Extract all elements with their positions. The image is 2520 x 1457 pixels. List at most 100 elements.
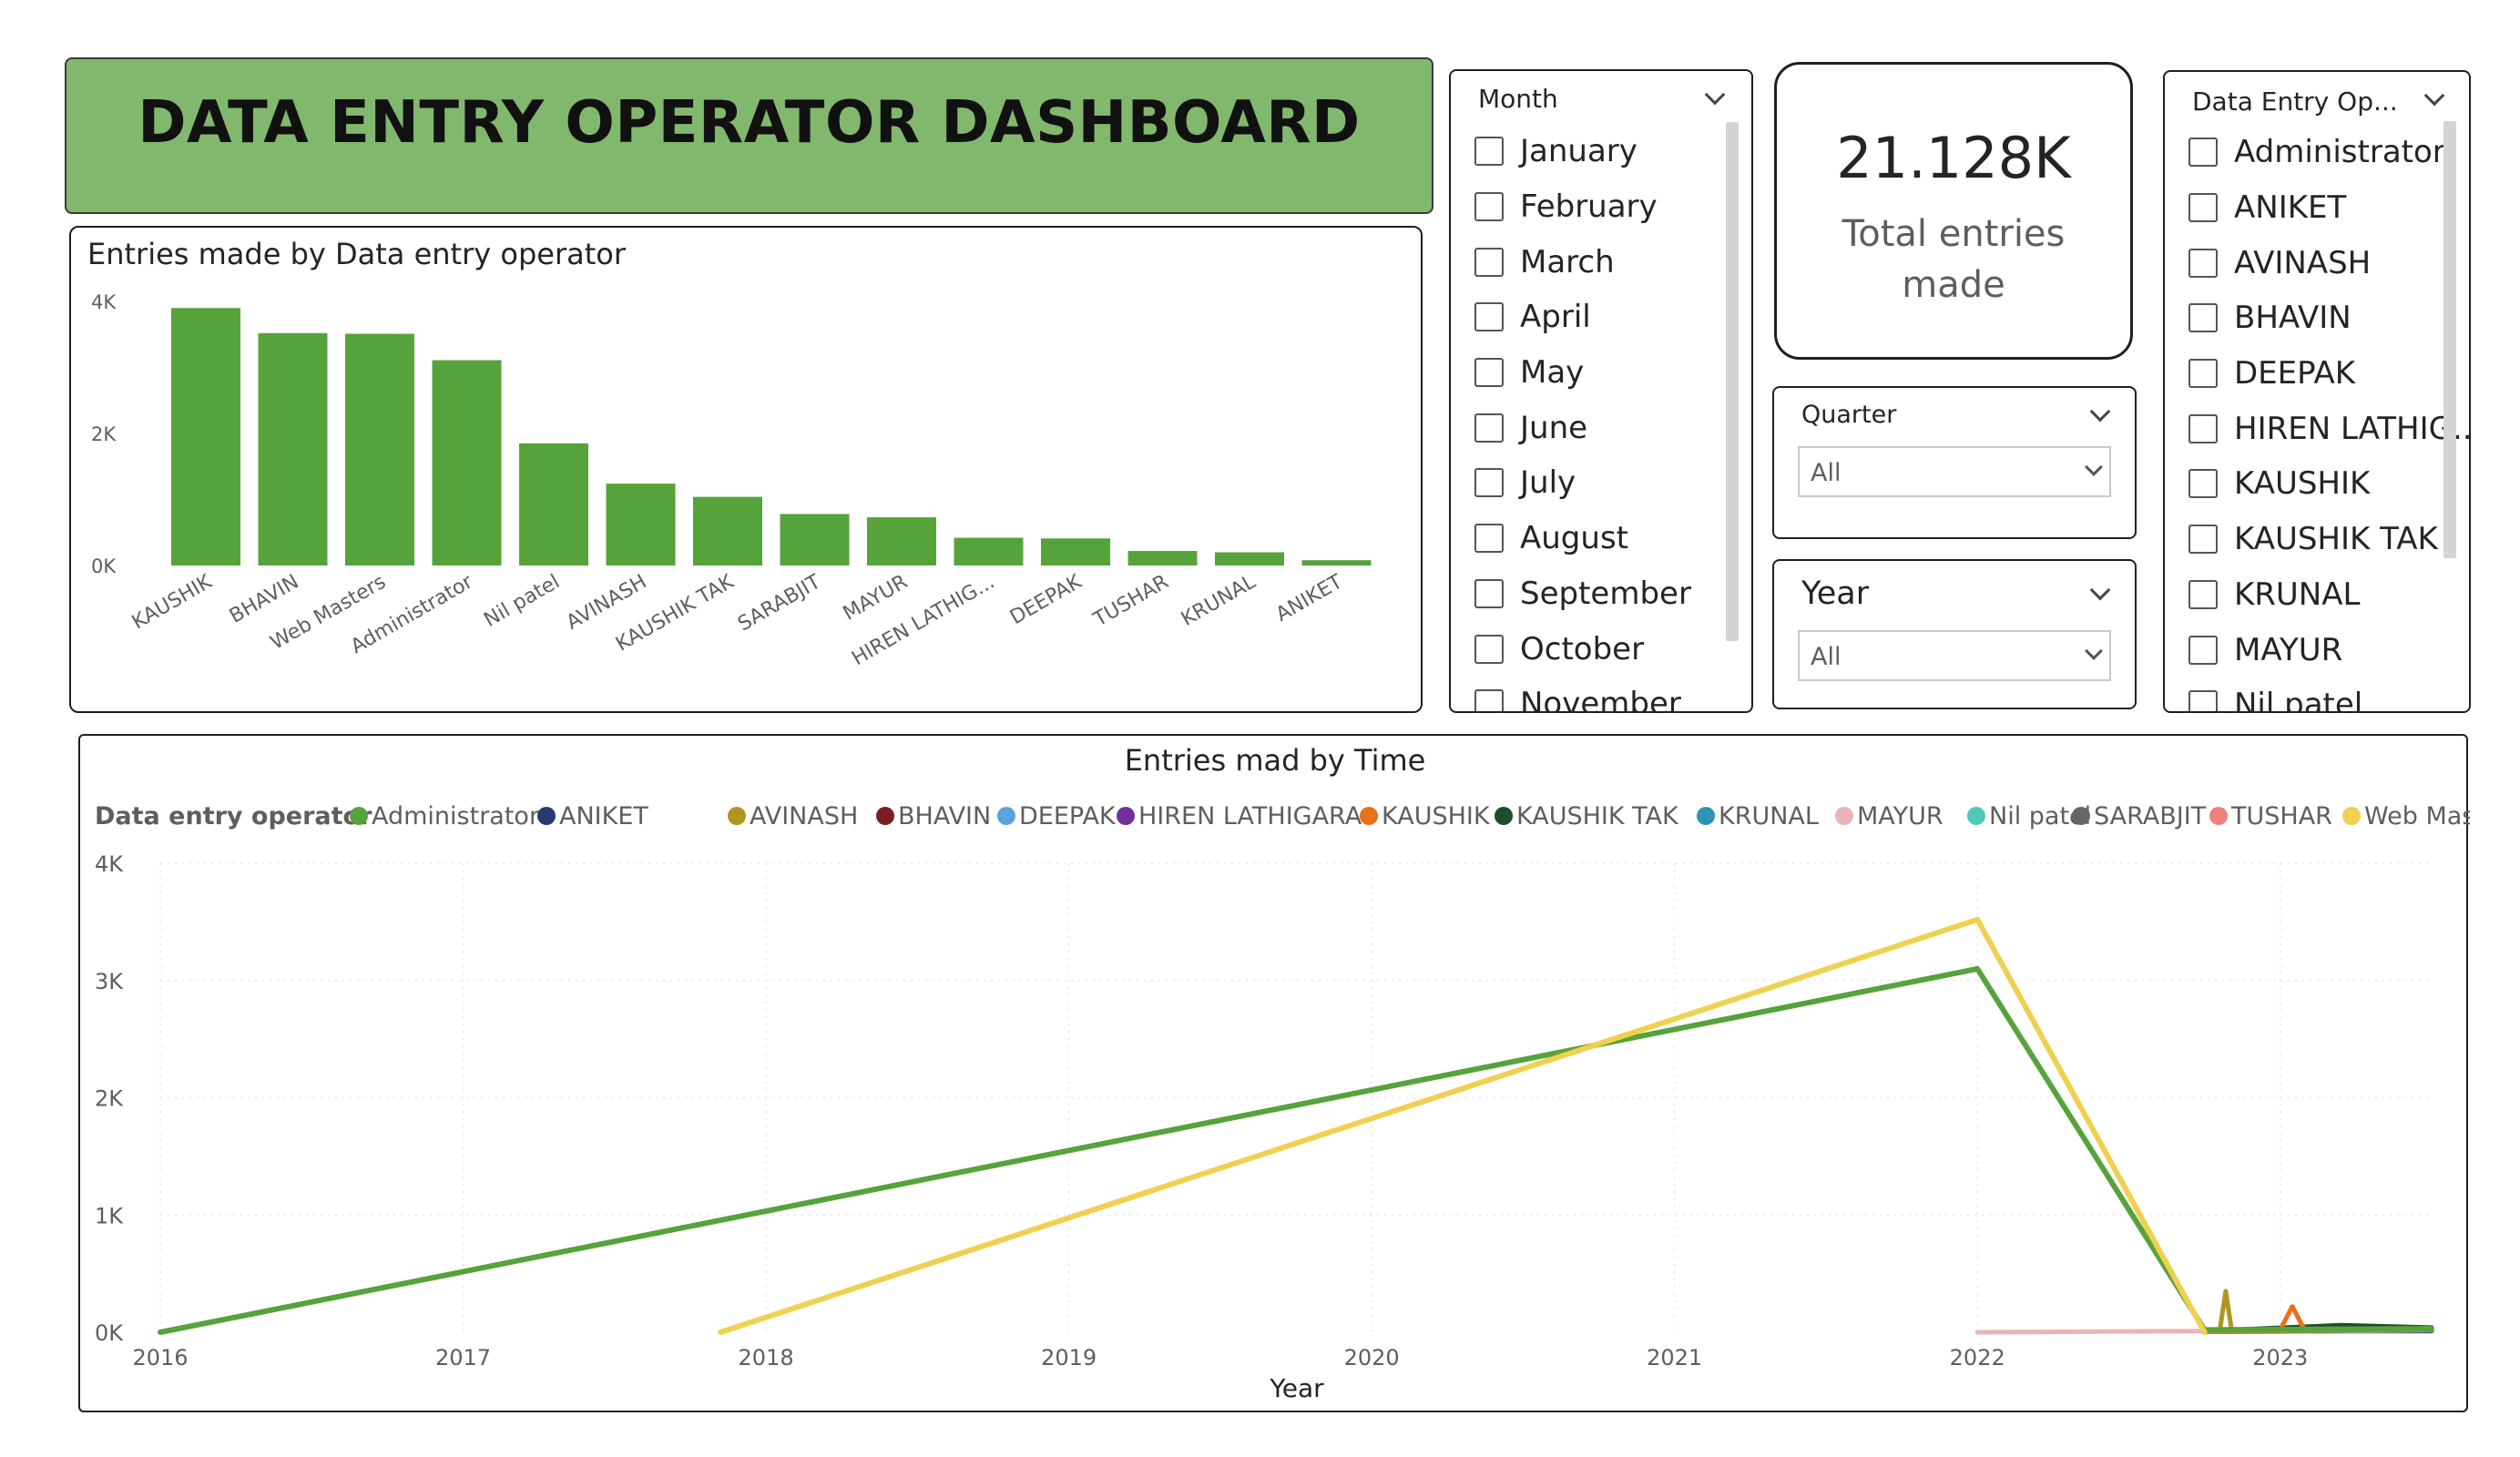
checkbox[interactable] (1474, 247, 1504, 277)
bar[interactable] (258, 332, 328, 565)
legend-marker[interactable] (1967, 807, 1985, 825)
operator-slicer[interactable]: Data Entry Op... Administrator ANIKET AVIN… (2163, 70, 2471, 713)
bar[interactable] (1301, 560, 1372, 565)
checkbox[interactable] (1474, 578, 1504, 608)
legend-marker[interactable] (1835, 807, 1853, 825)
series-line[interactable] (718, 916, 2208, 1335)
month-item[interactable]: July (1474, 455, 1715, 511)
month-item[interactable]: April (1474, 290, 1715, 345)
bar[interactable] (954, 537, 1024, 565)
legend-label[interactable]: HIREN LATHIGARA (1138, 802, 1362, 830)
bar[interactable] (867, 517, 936, 565)
checkbox[interactable] (1474, 634, 1504, 664)
year-slicer[interactable]: Year All (1772, 559, 2137, 709)
year-dropdown[interactable]: All (1798, 630, 2111, 681)
chevron-down-icon[interactable] (2089, 579, 2111, 601)
legend-marker[interactable] (728, 807, 746, 825)
operator-item[interactable]: MAYUR (2188, 622, 2460, 678)
legend-label[interactable]: TUSHAR (2230, 802, 2332, 830)
legend-label[interactable]: SARABJIT (2094, 802, 2207, 830)
checkbox[interactable] (1474, 137, 1504, 167)
checkbox[interactable] (2188, 138, 2218, 168)
bar[interactable] (1041, 538, 1110, 565)
legend-label[interactable]: KAUSHIK TAK (1516, 802, 1679, 830)
checkbox[interactable] (1474, 358, 1504, 388)
bar[interactable] (780, 514, 850, 565)
operator-item[interactable]: ANIKET (2188, 180, 2460, 236)
operator-item[interactable]: AVINASH (2188, 235, 2460, 290)
legend-label[interactable]: AVINASH (750, 802, 858, 830)
checkbox[interactable] (2188, 303, 2218, 333)
operator-scrollbar[interactable] (2443, 121, 2456, 558)
checkbox[interactable] (2188, 579, 2218, 609)
month-item[interactable]: October (1474, 621, 1715, 677)
operator-item[interactable]: HIREN LATHIG... (2188, 401, 2469, 456)
legend-label[interactable]: KAUSHIK (1382, 802, 1491, 830)
legend-label[interactable]: ANIKET (559, 802, 648, 830)
checkbox[interactable] (1474, 302, 1504, 332)
month-item[interactable]: August (1474, 511, 1715, 566)
bar[interactable] (432, 360, 502, 565)
legend-label[interactable]: KRUNAL (1719, 802, 1819, 830)
legend-marker[interactable] (2072, 807, 2090, 825)
month-item[interactable]: February (1474, 179, 1715, 235)
month-item[interactable]: September (1474, 566, 1715, 622)
legend-marker[interactable] (537, 807, 556, 825)
legend-marker[interactable] (350, 807, 368, 825)
bar[interactable] (519, 443, 588, 565)
checkbox[interactable] (1474, 524, 1504, 554)
checkbox[interactable] (2188, 248, 2218, 278)
checkbox[interactable] (2188, 413, 2218, 443)
operator-item[interactable]: Administrator (2188, 125, 2460, 180)
series-line[interactable] (158, 965, 2434, 1335)
legend-label[interactable]: Administrator (372, 802, 540, 830)
chevron-down-icon[interactable] (2423, 85, 2445, 107)
bar[interactable] (693, 496, 762, 565)
legend-label[interactable]: MAYUR (1857, 802, 1944, 830)
legend-marker[interactable] (2342, 807, 2361, 825)
bar[interactable] (171, 308, 240, 565)
legend-marker[interactable] (1117, 807, 1135, 825)
bar[interactable] (345, 333, 414, 565)
checkbox[interactable] (1474, 413, 1504, 443)
operator-item[interactable]: DEEPAK (2188, 346, 2460, 402)
operator-item[interactable]: KRUNAL (2188, 567, 2460, 623)
legend-marker[interactable] (2209, 807, 2228, 825)
legend-marker[interactable] (876, 807, 894, 825)
month-item[interactable]: November (1474, 677, 1715, 711)
month-slicer[interactable]: Month January February March April May June Ju… (1449, 69, 1753, 713)
legend-marker[interactable] (1697, 807, 1715, 825)
checkbox[interactable] (1474, 192, 1504, 222)
legend-marker[interactable] (1360, 807, 1378, 825)
checkbox[interactable] (1474, 468, 1504, 498)
checkbox[interactable] (2188, 469, 2218, 499)
checkbox[interactable] (2188, 359, 2218, 389)
legend-marker[interactable] (997, 807, 1015, 825)
bar[interactable] (1215, 552, 1284, 566)
operator-item[interactable]: KAUSHIK (2188, 456, 2460, 512)
bar-chart-panel[interactable]: 0K 2K 4K KAUSHIK BHAVIN Web Masters Administra… (69, 226, 1423, 713)
quarter-slicer[interactable]: Quarter All (1772, 386, 2137, 539)
legend-label[interactable]: DEEPAK (1019, 802, 1117, 830)
checkbox[interactable] (2188, 635, 2218, 665)
checkbox[interactable] (2188, 525, 2218, 555)
month-item[interactable]: June (1474, 400, 1715, 455)
month-item[interactable]: March (1474, 234, 1715, 290)
operator-item[interactable]: BHAVIN (2188, 290, 2460, 346)
operator-item[interactable]: KAUSHIK TAK (2188, 512, 2460, 567)
checkbox[interactable] (2188, 193, 2218, 223)
legend-label[interactable]: Web Masters (2364, 802, 2470, 830)
legend-label[interactable]: BHAVIN (898, 802, 991, 830)
month-item[interactable]: May (1474, 345, 1715, 401)
month-scrollbar[interactable] (1726, 122, 1739, 641)
legend-marker[interactable] (1495, 807, 1513, 825)
operator-item[interactable]: Nil patel (2188, 678, 2460, 711)
chevron-down-icon[interactable] (2089, 401, 2111, 423)
chevron-down-icon[interactable] (1704, 84, 1726, 106)
bar[interactable] (606, 484, 676, 565)
checkbox[interactable] (2188, 690, 2218, 711)
checkbox[interactable] (1474, 689, 1504, 711)
line-chart-panel[interactable]: Entries mad by Time Data entry operator Ad… (78, 734, 2470, 1412)
quarter-dropdown[interactable]: All (1798, 446, 2111, 497)
bar[interactable] (1127, 551, 1198, 565)
